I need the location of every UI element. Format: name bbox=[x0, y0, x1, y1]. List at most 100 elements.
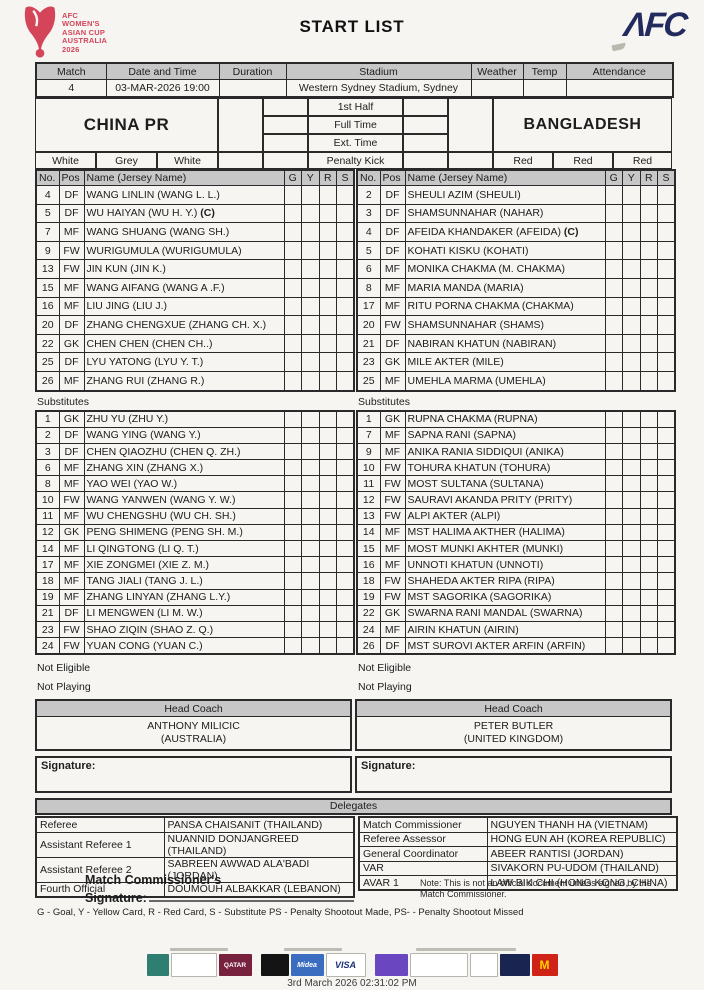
yellow-card-box bbox=[622, 459, 641, 477]
goal-box bbox=[604, 588, 623, 606]
sponsor-caption-bar bbox=[284, 948, 342, 951]
player-number: 7 bbox=[35, 222, 60, 242]
col-name: Name (Jersey Name) bbox=[83, 169, 285, 186]
player-number: 19 bbox=[35, 588, 60, 606]
spacer-cell bbox=[448, 98, 493, 152]
player-row: 3 DF CHEN QIAOZHU (CHEN Q. ZH.) bbox=[35, 442, 355, 461]
yellow-card-box bbox=[301, 315, 320, 335]
player-number: 9 bbox=[35, 240, 60, 261]
player-row: 8 MF MARIA MANDA (MARIA) bbox=[356, 277, 676, 298]
player-name: WANG AIFANG (WANG A .F.) bbox=[83, 277, 285, 298]
sponsor-logo: QATAR bbox=[218, 954, 252, 976]
sponsor-logo: Midea bbox=[290, 954, 324, 976]
player-position: MF bbox=[58, 370, 85, 392]
goal-box bbox=[283, 604, 302, 622]
substitutes-label: Substitutes bbox=[37, 395, 89, 408]
yellow-card-box bbox=[301, 426, 320, 444]
player-position: MF bbox=[379, 259, 406, 279]
match-commissioner-signature-block: Match Commissioner's Signature: bbox=[85, 872, 354, 906]
player-number: 2 bbox=[356, 185, 381, 205]
player-position: MF bbox=[58, 556, 85, 574]
red-card-box bbox=[318, 459, 337, 477]
goal-box bbox=[604, 556, 623, 574]
score-period-label: 1st Half bbox=[308, 98, 403, 116]
red-card-box bbox=[318, 370, 337, 392]
home-kit-colors: White Grey White bbox=[35, 152, 218, 169]
away-score-box bbox=[403, 152, 448, 169]
yellow-card-box bbox=[622, 588, 641, 606]
player-number: 16 bbox=[35, 296, 60, 317]
yellow-card-box bbox=[622, 277, 641, 298]
yellow-card-box bbox=[622, 491, 641, 509]
sponsor-group: M bbox=[374, 948, 558, 977]
player-name: ZHANG CHENGXUE (ZHANG CH. X.) bbox=[83, 315, 285, 335]
goal-box bbox=[604, 459, 623, 477]
player-name: UMEHLA MARMA (UMEHLA) bbox=[404, 370, 606, 392]
col-sub: S bbox=[336, 169, 355, 186]
player-row: 3 DF SHAMSUNNAHAR (NAHAR) bbox=[356, 203, 676, 224]
yellow-card-box bbox=[622, 370, 641, 392]
signature-row: Signature: Signature: bbox=[35, 756, 672, 794]
away-score-box bbox=[403, 116, 448, 134]
red-card-box bbox=[318, 637, 337, 655]
yellow-card-box bbox=[622, 296, 641, 317]
delegate-role: Referee bbox=[35, 816, 165, 833]
match-duration bbox=[218, 79, 287, 98]
tournament-logo-text: AFC WOMEN'S ASIAN CUP AUSTRALIA 2026 bbox=[62, 11, 107, 54]
player-position: MF bbox=[379, 426, 406, 444]
player-name: YAO WEI (YAO W.) bbox=[83, 475, 285, 493]
player-number: 3 bbox=[35, 442, 60, 461]
yellow-card-box bbox=[301, 296, 320, 317]
player-row: 20 FW SHAMSUNNAHAR (SHAMS) bbox=[356, 315, 676, 335]
substitute-box bbox=[336, 277, 355, 298]
yellow-card-box bbox=[301, 442, 320, 461]
red-card-box bbox=[639, 572, 658, 590]
substitute-box bbox=[336, 222, 355, 242]
col-yellow: Y bbox=[622, 169, 641, 186]
player-position: MF bbox=[58, 475, 85, 493]
player-position: MF bbox=[379, 370, 406, 392]
player-name: MONIKA CHAKMA (M. CHAKMA) bbox=[404, 259, 606, 279]
player-row: 7 MF WANG SHUANG (WANG SH.) bbox=[35, 222, 355, 242]
sponsor-caption-bar bbox=[415, 948, 517, 951]
red-card-box bbox=[639, 540, 658, 558]
delegate-role: Fourth Official bbox=[35, 881, 165, 898]
player-name: AIRIN KHATUN (AIRIN) bbox=[404, 620, 606, 639]
substitute-box bbox=[336, 240, 355, 261]
away-head-coach: PETER BUTLER (UNITED KINGDOM) bbox=[355, 716, 672, 751]
player-name: SWARNA RANI MANDAL (SWARNA) bbox=[404, 604, 606, 622]
yellow-card-box bbox=[301, 604, 320, 622]
player-number: 7 bbox=[356, 426, 381, 444]
afc-logo-swoosh bbox=[611, 42, 627, 52]
red-card-box bbox=[639, 604, 658, 622]
substitute-box bbox=[657, 240, 676, 261]
player-row: 24 MF AIRIN KHATUN (AIRIN) bbox=[356, 620, 676, 639]
player-position: DF bbox=[58, 352, 85, 372]
goal-box bbox=[283, 410, 302, 428]
player-position: DF bbox=[58, 604, 85, 622]
player-number: 15 bbox=[35, 277, 60, 298]
player-position: DF bbox=[379, 637, 406, 655]
player-position: FW bbox=[379, 475, 406, 493]
goal-box bbox=[283, 523, 302, 542]
substitute-box bbox=[336, 556, 355, 574]
substitute-box bbox=[657, 277, 676, 298]
yellow-card-box bbox=[622, 523, 641, 542]
yellow-card-box bbox=[301, 333, 320, 354]
delegate-role: Assistant Referee 2 bbox=[35, 856, 165, 883]
away-kit-shorts: Red bbox=[553, 152, 613, 169]
substitute-box bbox=[657, 556, 676, 574]
player-position: MF bbox=[58, 540, 85, 558]
col-pos: Pos bbox=[58, 169, 85, 186]
red-card-box bbox=[639, 491, 658, 509]
goal-box bbox=[283, 540, 302, 558]
substitute-box bbox=[657, 296, 676, 317]
player-row: 6 MF ZHANG XIN (ZHANG X.) bbox=[35, 459, 355, 477]
sponsor-group: QATAR bbox=[146, 948, 252, 977]
yellow-card-box bbox=[301, 540, 320, 558]
goal-box bbox=[604, 203, 623, 224]
player-position: DF bbox=[379, 333, 406, 354]
red-card-box bbox=[639, 370, 658, 392]
player-name: XIE ZONGMEI (XIE Z. M.) bbox=[83, 556, 285, 574]
yellow-card-box bbox=[622, 333, 641, 354]
